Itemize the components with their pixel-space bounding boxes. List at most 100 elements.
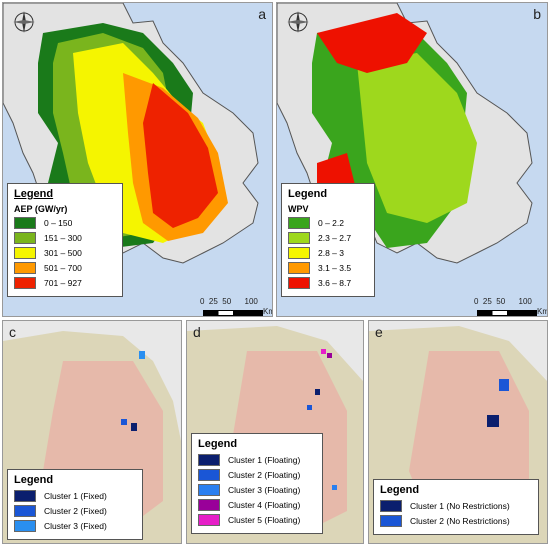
map-panel-e: e Legend Cluster 1 (No Restrictions) Clu… bbox=[368, 320, 548, 544]
cluster-1-marker bbox=[131, 423, 137, 431]
legend-label: 151 – 300 bbox=[44, 233, 82, 243]
scale-unit: Km bbox=[537, 307, 548, 316]
swatch bbox=[198, 499, 220, 511]
swatch bbox=[14, 232, 36, 244]
swatch bbox=[380, 500, 402, 512]
legend-subtitle: AEP (GW/yr) bbox=[14, 204, 68, 214]
cluster-3-marker bbox=[332, 485, 337, 490]
cluster-1-marker bbox=[315, 389, 320, 395]
cluster-2-marker bbox=[499, 379, 509, 391]
scale-bar bbox=[203, 310, 263, 316]
legend-label: Cluster 1 (Floating) bbox=[228, 455, 301, 465]
swatch bbox=[14, 277, 36, 289]
legend-title: Legend bbox=[14, 474, 54, 486]
legend-label: Cluster 3 (Floating) bbox=[228, 485, 301, 495]
legend-label: 3.6 – 8.7 bbox=[318, 278, 352, 288]
swatch bbox=[14, 520, 36, 532]
scale-unit: Km bbox=[263, 307, 272, 316]
compass-rose-icon bbox=[285, 9, 311, 35]
map-panel-d: d Legend Cluster 1 (Floating) Cluster 2 … bbox=[186, 320, 364, 544]
aep-zone-red bbox=[143, 83, 218, 228]
swatch bbox=[288, 262, 310, 274]
legend-item: Cluster 3 (Fixed) bbox=[14, 520, 136, 532]
legend-title: Legend bbox=[14, 188, 54, 200]
panel-label-a: a bbox=[258, 6, 266, 22]
legend-label: Cluster 2 (No Restrictions) bbox=[410, 516, 510, 526]
swatch bbox=[14, 490, 36, 502]
map-panel-a: a Legend AEP (GW/yr) 0 – 150 151 – 300 3… bbox=[2, 2, 273, 317]
legend-label: 2.8 – 3 bbox=[318, 248, 344, 258]
legend-label: 301 – 500 bbox=[44, 248, 82, 258]
scale-ticks: 0 25 50 100 bbox=[474, 297, 532, 306]
legend-label: Cluster 1 (No Restrictions) bbox=[410, 501, 510, 511]
compass-rose-icon bbox=[11, 9, 37, 35]
legend-label: 501 – 700 bbox=[44, 263, 82, 273]
swatch bbox=[198, 469, 220, 481]
panel-label-d: d bbox=[193, 324, 201, 340]
legend-item: 2.3 – 2.7 bbox=[288, 232, 368, 244]
legend-item: 301 – 500 bbox=[14, 247, 116, 259]
legend-title: Legend bbox=[288, 188, 328, 200]
legend-label: 0 – 2.2 bbox=[318, 218, 344, 228]
legend-label: Cluster 2 (Fixed) bbox=[44, 506, 107, 516]
legend-item: 501 – 700 bbox=[14, 262, 116, 274]
legend-item: 3.1 – 3.5 bbox=[288, 262, 368, 274]
swatch bbox=[288, 247, 310, 259]
legend-item: Cluster 1 (No Restrictions) bbox=[380, 500, 532, 512]
legend-item: Cluster 5 (Floating) bbox=[198, 514, 316, 526]
legend-item: 0 – 150 bbox=[14, 217, 116, 229]
legend-item: 2.8 – 3 bbox=[288, 247, 368, 259]
swatch bbox=[14, 217, 36, 229]
cluster-2-marker bbox=[121, 419, 127, 425]
legend-item: 151 – 300 bbox=[14, 232, 116, 244]
legend-item: Cluster 2 (Fixed) bbox=[14, 505, 136, 517]
legend-subtitle: WPV bbox=[288, 204, 309, 214]
legend-item: Cluster 2 (No Restrictions) bbox=[380, 515, 532, 527]
legend-label: Cluster 1 (Fixed) bbox=[44, 491, 107, 501]
map-panel-b: b Legend WPV 0 – 2.2 2.3 – 2.7 2.8 – 3 3… bbox=[276, 2, 548, 317]
swatch bbox=[198, 514, 220, 526]
legend-label: 3.1 – 3.5 bbox=[318, 263, 352, 273]
legend-item: Cluster 4 (Floating) bbox=[198, 499, 316, 511]
legend-label: 0 – 150 bbox=[44, 218, 73, 228]
legend-item: 701 – 927 bbox=[14, 277, 116, 289]
legend-e: Legend Cluster 1 (No Restrictions) Clust… bbox=[373, 479, 539, 535]
swatch bbox=[288, 232, 310, 244]
swatch bbox=[198, 454, 220, 466]
legend-c: Legend Cluster 1 (Fixed) Cluster 2 (Fixe… bbox=[7, 469, 143, 540]
legend-title: Legend bbox=[380, 484, 420, 496]
swatch bbox=[288, 277, 310, 289]
legend-item: Cluster 2 (Floating) bbox=[198, 469, 316, 481]
legend-item: 3.6 – 8.7 bbox=[288, 277, 368, 289]
scale-bar bbox=[477, 310, 537, 316]
wpv-zone-lightgreen bbox=[357, 53, 477, 223]
legend-item: 0 – 2.2 bbox=[288, 217, 368, 229]
legend-label: Cluster 2 (Floating) bbox=[228, 470, 301, 480]
cluster-2-marker bbox=[307, 405, 312, 410]
wpv-zone-red-north bbox=[317, 13, 427, 73]
swatch bbox=[14, 505, 36, 517]
swatch bbox=[14, 247, 36, 259]
legend-title: Legend bbox=[198, 438, 238, 450]
swatch bbox=[14, 262, 36, 274]
legend-label: Cluster 5 (Floating) bbox=[228, 515, 301, 525]
legend-a: Legend AEP (GW/yr) 0 – 150 151 – 300 301… bbox=[7, 183, 123, 297]
legend-d: Legend Cluster 1 (Floating) Cluster 2 (F… bbox=[191, 433, 323, 534]
panel-label-c: c bbox=[9, 324, 16, 340]
cluster-4-marker bbox=[327, 353, 332, 358]
legend-label: Cluster 4 (Floating) bbox=[228, 500, 301, 510]
panel-label-e: e bbox=[375, 324, 383, 340]
legend-label: 2.3 – 2.7 bbox=[318, 233, 352, 243]
cluster-1-marker bbox=[487, 415, 499, 427]
cluster-5-marker bbox=[321, 349, 326, 354]
legend-label: 701 – 927 bbox=[44, 278, 82, 288]
legend-item: Cluster 1 (Floating) bbox=[198, 454, 316, 466]
swatch bbox=[198, 484, 220, 496]
scale-ticks: 0 25 50 100 bbox=[200, 297, 258, 306]
swatch bbox=[380, 515, 402, 527]
swatch bbox=[288, 217, 310, 229]
panel-label-b: b bbox=[533, 6, 541, 22]
legend-item: Cluster 3 (Floating) bbox=[198, 484, 316, 496]
cluster-3-marker bbox=[139, 351, 145, 359]
legend-item: Cluster 1 (Fixed) bbox=[14, 490, 136, 502]
